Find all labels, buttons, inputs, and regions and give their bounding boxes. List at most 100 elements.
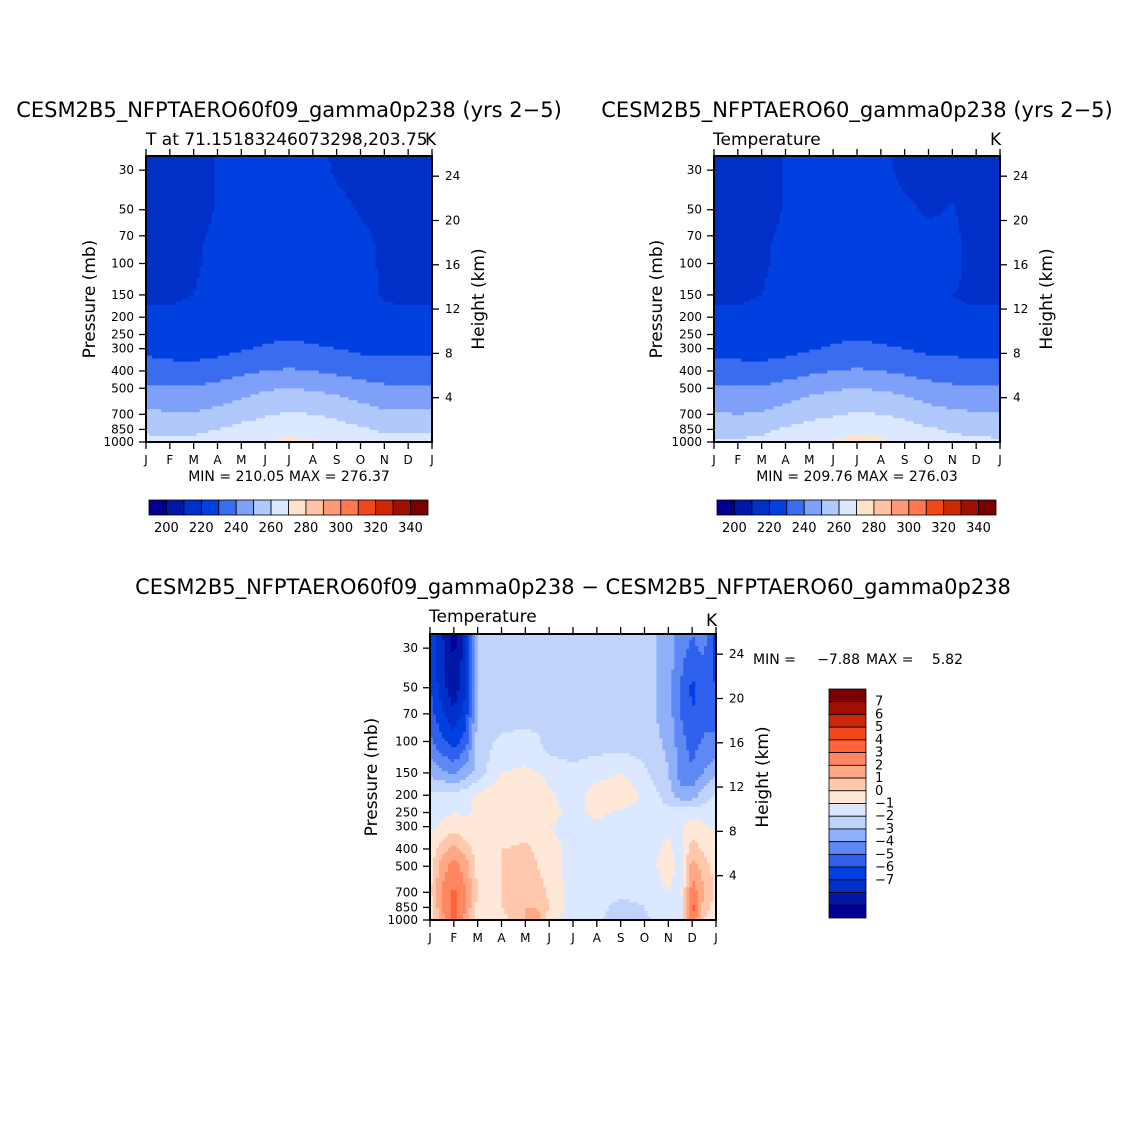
contour-cell: [501, 863, 538, 867]
contour-cell: [471, 735, 476, 739]
contour-cell: [465, 893, 473, 897]
contour-cell: [474, 756, 491, 760]
contour-cell: [659, 726, 675, 730]
contour-cell: [561, 872, 660, 876]
contour-cell: [504, 908, 526, 912]
contour-cell: [689, 917, 696, 921]
contour-cell: [324, 415, 433, 419]
contour-cell: [498, 774, 541, 778]
contour-cell: [459, 714, 467, 719]
contour-cell: [629, 899, 684, 903]
contour-cell: [441, 634, 452, 638]
contour-cell: [432, 830, 556, 835]
colorbar-label: 320: [363, 521, 388, 536]
contour-cell: [444, 660, 461, 665]
contour-cell: [701, 651, 705, 656]
contour-cell: [444, 654, 464, 659]
contour-cell: [432, 711, 446, 716]
panel-3-min-label: MIN =: [753, 652, 796, 668]
contour-cell: [683, 911, 687, 915]
contour-cell: [435, 890, 443, 894]
contour-cell: [441, 708, 464, 713]
contour-cell: [674, 639, 690, 644]
contour-cell: [698, 645, 705, 650]
panel-3-ylabel-pressure: Pressure (mb): [362, 718, 382, 837]
contour-cell: [698, 794, 714, 799]
contour-cell: [468, 875, 476, 879]
contour-cell: [683, 720, 717, 724]
contour-cell: [770, 251, 962, 255]
contour-cell: [701, 914, 708, 918]
contour-cell: [430, 756, 449, 760]
contour-cell: [459, 779, 479, 784]
contour-cell: [707, 914, 717, 918]
contour-cell: [958, 230, 1001, 235]
contour-cell: [330, 167, 433, 172]
contour-cell: [471, 738, 476, 742]
contour-cell: [214, 179, 338, 184]
contour-cell: [447, 720, 458, 724]
contour-cell: [671, 693, 681, 698]
contour-cell: [471, 651, 476, 656]
contour-cell: [348, 397, 433, 401]
panel-1-ylabel-pressure: Pressure (mb): [80, 240, 100, 359]
contour-cell: [459, 863, 470, 867]
contour-cell: [430, 848, 437, 853]
contour-cell: [468, 741, 473, 745]
contour-cell: [146, 290, 195, 294]
contour-cell: [714, 230, 778, 235]
panel-2-units: K: [990, 130, 1002, 150]
contour-cell: [892, 161, 1001, 166]
contour-cell: [456, 636, 464, 641]
contour-cell: [430, 636, 437, 641]
contour-cell: [668, 777, 678, 781]
height-tick-label: 24: [729, 647, 744, 661]
contour-cell: [430, 765, 440, 769]
contour-cell: [435, 669, 446, 674]
contour-cell: [704, 651, 714, 656]
contour-cell: [689, 899, 699, 903]
contour-cell: [714, 307, 1001, 312]
contour-cell: [782, 176, 897, 181]
contour-cell: [354, 206, 433, 211]
colorbar-swatch: [908, 499, 927, 516]
contour-cell: [468, 723, 473, 727]
contour-cell: [584, 809, 613, 814]
contour-cell: [450, 648, 455, 653]
contour-cell: [286, 436, 296, 440]
colorbar-swatch: [828, 853, 867, 868]
contour-cell: [378, 275, 433, 279]
contour-cell: [430, 803, 473, 808]
contour-cell: [904, 394, 1001, 398]
contour-cell: [683, 833, 717, 838]
contour-cell: [193, 290, 379, 294]
contour-cell: [468, 729, 473, 733]
contour-cell: [755, 296, 956, 300]
contour-cell: [146, 287, 198, 291]
contour-cell: [689, 911, 699, 915]
colorbar-label: 7: [875, 695, 883, 710]
contour-cell: [659, 791, 675, 796]
contour-cell: [764, 284, 959, 288]
contour-cell: [432, 878, 437, 882]
contour-cell: [435, 884, 443, 888]
colorbar-label: 340: [966, 521, 991, 536]
contour-cell: [471, 657, 476, 662]
contour-cell: [558, 836, 684, 841]
contour-cell: [468, 696, 473, 701]
contour-cell: [555, 794, 586, 799]
contour-cell: [146, 412, 281, 416]
contour-cell: [438, 866, 449, 870]
contour-cell: [471, 797, 559, 802]
contour-cell: [462, 639, 467, 644]
contour-cell: [704, 899, 714, 903]
contour-cell: [435, 666, 446, 671]
colorbar-label: 240: [792, 521, 817, 536]
contour-cell: [375, 254, 433, 258]
contour-cell: [674, 854, 684, 859]
contour-cell: [462, 765, 476, 769]
contour-cell: [471, 747, 476, 751]
contour-cell: [958, 224, 1001, 229]
contour-cell: [779, 215, 927, 220]
contour-cell: [695, 905, 699, 909]
